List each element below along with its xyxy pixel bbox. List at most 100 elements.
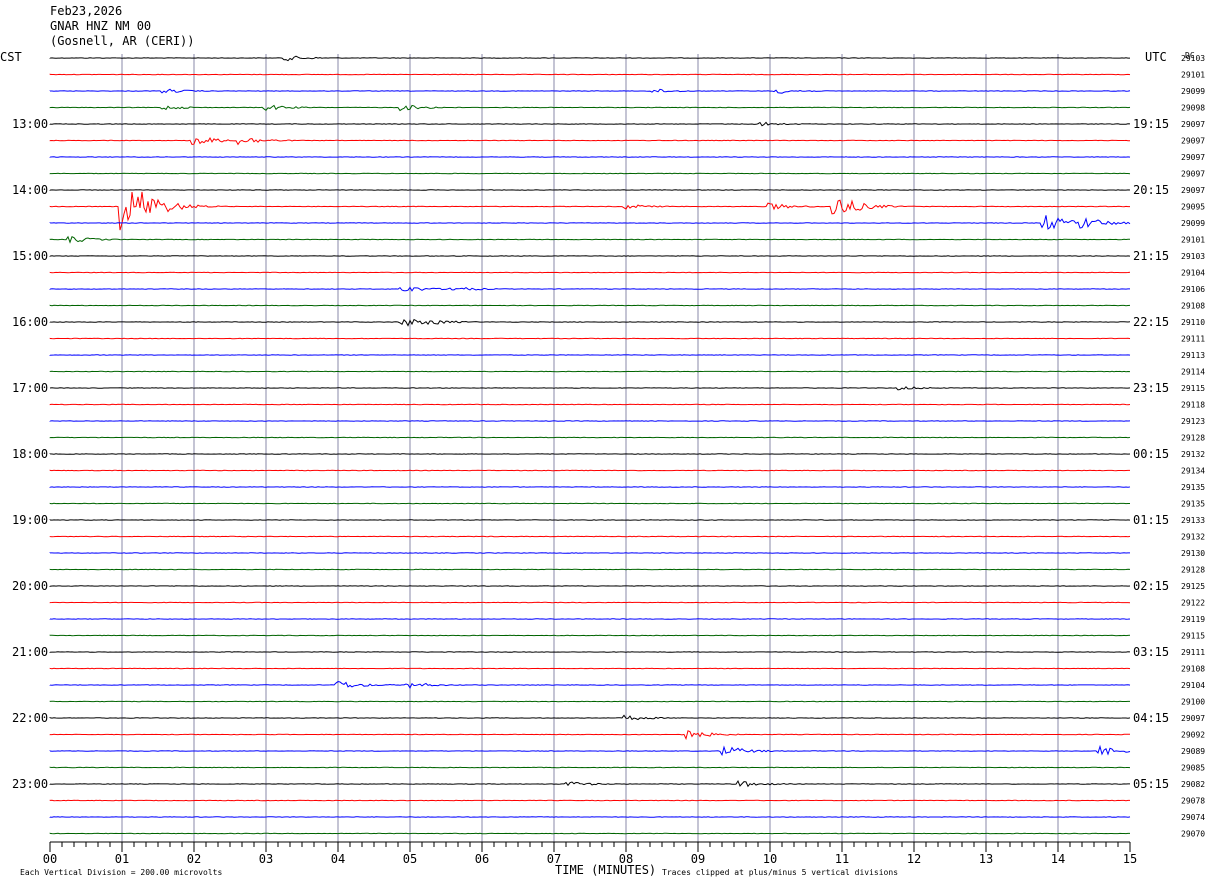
left-time-labels: 13:00 14:00 15:00 16:00 17:00 18:00 19:00 20:00… [12, 117, 48, 791]
dc-offset-label: 29119 [1181, 615, 1205, 624]
trace-line [49, 469, 1131, 472]
header-station: GNAR HNZ NM 00 [50, 19, 151, 33]
x-tick-label: 05 [403, 852, 417, 866]
dc-offset-label: 29097 [1181, 120, 1205, 129]
trace-line [49, 779, 1131, 788]
left-time-label: 13:00 [12, 117, 48, 131]
trace-line [49, 304, 1131, 307]
trace-line [49, 519, 1131, 521]
header-location: (Gosnell, AR (CERI)) [50, 34, 195, 48]
dc-offset-label: 29098 [1181, 104, 1205, 113]
dc-offset-label: 29113 [1181, 351, 1205, 360]
right-time-label: 20:15 [1133, 183, 1169, 197]
trace-line [49, 502, 1131, 505]
left-time-label: 14:00 [12, 183, 48, 197]
trace-line [49, 88, 1131, 94]
dc-offset-label: 29111 [1181, 648, 1205, 657]
trace-line [49, 255, 1131, 257]
trace-line [49, 799, 1131, 802]
dc-offset-label: 29128 [1181, 434, 1205, 443]
x-axis: 00 01 02 03 04 05 06 07 08 09 10 11 12 13 14 15 [43, 841, 1137, 866]
right-time-label: 03:15 [1133, 645, 1169, 659]
dc-offset-label: 29085 [1181, 764, 1205, 773]
dc-offset-label: 29128 [1181, 566, 1205, 575]
trace-line [49, 766, 1131, 769]
dc-offset-label: 29125 [1181, 582, 1205, 591]
footer-clipped-note: Traces clipped at plus/minus 5 vertical … [662, 868, 898, 877]
x-tick-label: 10 [763, 852, 777, 866]
dc-offset-label: 29104 [1181, 269, 1205, 278]
trace-line [49, 651, 1131, 653]
x-tick-label: 01 [115, 852, 129, 866]
trace-line [49, 486, 1131, 488]
right-time-label: 22:15 [1133, 315, 1169, 329]
x-tick-label: 15 [1123, 852, 1137, 866]
x-tick-label: 06 [475, 852, 489, 866]
right-time-label: 19:15 [1133, 117, 1169, 131]
dc-offset-label: 29123 [1181, 417, 1205, 426]
trace-line [49, 535, 1131, 538]
trace-line [49, 370, 1131, 373]
trace-line [49, 681, 1131, 689]
x-tick-label: 07 [547, 852, 561, 866]
trace-line [49, 403, 1131, 406]
dc-offset-label: 29122 [1181, 599, 1205, 608]
dc-offset-label: 29103 [1181, 54, 1205, 63]
left-time-label: 18:00 [12, 447, 48, 461]
trace-line [49, 568, 1131, 571]
dc-offset-label: 29110 [1181, 318, 1205, 327]
left-time-label: 23:00 [12, 777, 48, 791]
header-date: Feb23,2026 [50, 4, 122, 18]
dc-offset-label: 29118 [1181, 401, 1205, 410]
x-tick-label: 08 [619, 852, 633, 866]
right-time-label: 02:15 [1133, 579, 1169, 593]
trace-line [49, 832, 1131, 835]
footer-vertical-division: Each Vertical Division = 200.00 microvol… [20, 868, 222, 877]
dc-offset-label: 29104 [1181, 681, 1205, 690]
right-time-label: 01:15 [1133, 513, 1169, 527]
trace-line [49, 552, 1131, 554]
dc-offset-label: 29101 [1181, 71, 1205, 80]
trace-line [49, 634, 1131, 637]
x-tick-label: 14 [1051, 852, 1065, 866]
x-tick-label: 00 [43, 852, 57, 866]
dc-offset-label: 29115 [1181, 384, 1205, 393]
trace-line [49, 104, 1131, 112]
x-axis-title: TIME (MINUTES) [555, 863, 656, 877]
trace-line [49, 744, 1131, 757]
dc-offset-label: 29078 [1181, 797, 1205, 806]
trace-line [49, 286, 1131, 292]
dc-offset-label: 29132 [1181, 533, 1205, 542]
left-time-label: 22:00 [12, 711, 48, 725]
x-tick-label: 04 [331, 852, 345, 866]
trace-line [49, 156, 1131, 158]
vertical-gridlines [121, 54, 1059, 842]
trace-line [49, 618, 1131, 620]
left-time-label: 20:00 [12, 579, 48, 593]
dc-title: DC [1185, 51, 1195, 60]
left-time-label: 19:00 [12, 513, 48, 527]
right-time-label: 04:15 [1133, 711, 1169, 725]
trace-line [49, 700, 1131, 703]
trace-line [49, 354, 1131, 356]
trace-line [49, 318, 1131, 327]
dc-offset-label: 29089 [1181, 747, 1205, 756]
trace-line [49, 55, 1131, 62]
trace-line [49, 121, 1131, 127]
trace-line [49, 172, 1131, 175]
dc-offset-label: 29135 [1181, 483, 1205, 492]
dc-offset-label: 29108 [1181, 665, 1205, 674]
right-axis-title: UTC [1145, 50, 1167, 64]
right-time-label: 05:15 [1133, 777, 1169, 791]
x-tick-label: 09 [691, 852, 705, 866]
trace-line [49, 436, 1131, 439]
trace-line [49, 386, 1131, 391]
dc-offset-label: 29097 [1181, 186, 1205, 195]
dc-offset-label: 29135 [1181, 500, 1205, 509]
x-tick-label: 13 [979, 852, 993, 866]
trace-line [49, 667, 1131, 670]
right-time-labels: 19:15 20:15 21:15 22:15 23:15 00:15 01:15 02:15… [1133, 117, 1169, 791]
right-time-label: 21:15 [1133, 249, 1169, 263]
trace-line [49, 585, 1131, 587]
